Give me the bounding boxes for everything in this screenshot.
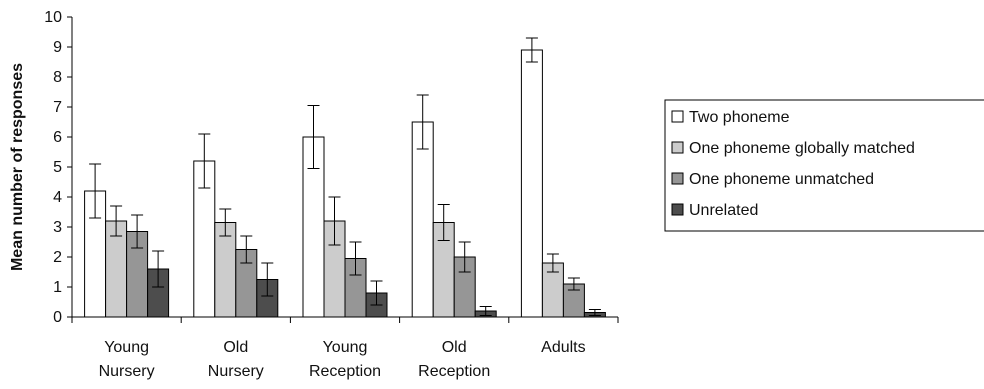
- legend-swatch: [671, 203, 684, 216]
- category-label: Nursery: [208, 363, 264, 380]
- y-tick-label: 9: [53, 39, 62, 56]
- y-tick-label: 2: [53, 249, 62, 266]
- legend-swatch: [671, 141, 684, 154]
- category-label: Young: [104, 339, 149, 356]
- legend-label: One phoneme unmatched: [689, 171, 874, 188]
- category-label: Young: [323, 339, 368, 356]
- y-tick-label: 10: [44, 9, 62, 26]
- legend-label: Unrelated: [689, 202, 758, 219]
- y-tick-label: 5: [53, 159, 62, 176]
- y-tick-label: 1: [53, 279, 62, 296]
- category-label: Reception: [309, 363, 381, 380]
- bar: [214, 222, 237, 318]
- y-tick-label: 7: [53, 99, 62, 116]
- y-tick-label: 8: [53, 69, 62, 86]
- legend-box: [664, 99, 984, 232]
- y-tick-label: 6: [53, 129, 62, 146]
- bar: [520, 49, 543, 318]
- legend-swatch: [671, 172, 684, 185]
- category-label: Nursery: [99, 363, 155, 380]
- y-tick-label: 0: [53, 309, 62, 326]
- category-label: Old: [442, 339, 467, 356]
- category-label: Old: [223, 339, 248, 356]
- bar: [411, 121, 434, 318]
- legend: Two phoneme One phoneme globally matched O…: [664, 99, 984, 232]
- legend-label: One phoneme globally matched: [689, 140, 915, 157]
- legend-label: Two phoneme: [689, 109, 790, 126]
- category-label: Reception: [418, 363, 490, 380]
- y-axis-label: Mean number of responses: [9, 63, 26, 271]
- category-label: Adults: [541, 339, 585, 356]
- y-tick-label: 4: [53, 189, 62, 206]
- legend-swatch: [671, 110, 684, 123]
- plot-area: 0 1 2 3 4 5 6 7 8 9 10 Young Nursery Old Nursery Young R…: [44, 9, 619, 380]
- y-tick-label: 3: [53, 219, 62, 236]
